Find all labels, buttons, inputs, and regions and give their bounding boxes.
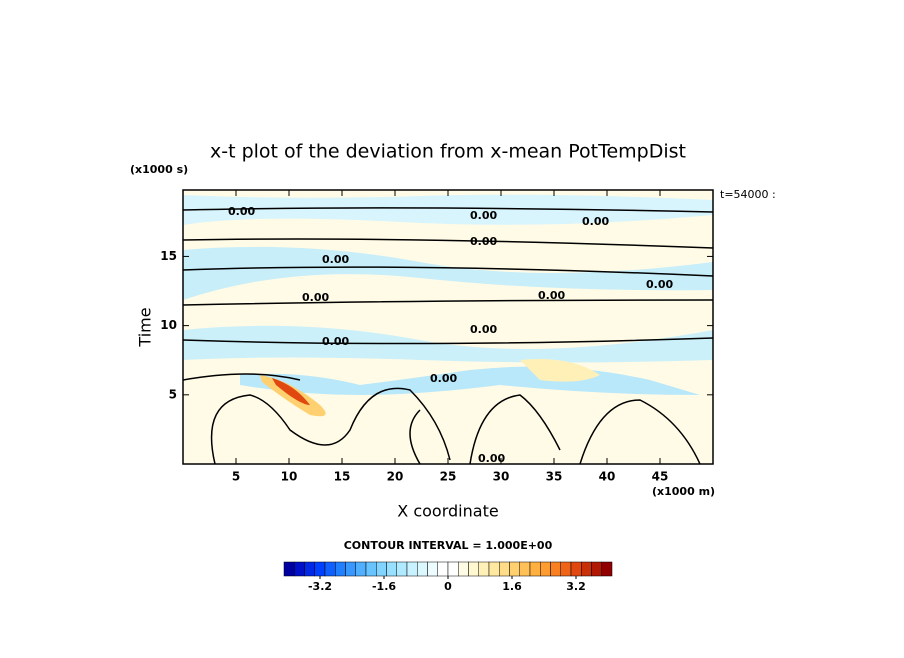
field-shade [272, 378, 310, 405]
x-tick-label: 15 [334, 470, 351, 484]
colorbar-swatch [570, 561, 582, 577]
x-tick-label: 45 [652, 470, 669, 484]
contour-label: 0.00 [582, 215, 609, 228]
colorbar-swatch [447, 561, 459, 577]
colorbar-swatch [335, 561, 346, 577]
colorbar-swatch [294, 561, 305, 577]
colorbar-tick-label: 3.2 [566, 580, 586, 593]
field-shade [520, 359, 600, 382]
colorbar-swatch [509, 561, 520, 577]
contour-label: 0.00 [470, 323, 497, 336]
time-stamp: t=54000 : [720, 188, 776, 201]
contour-label: 0.00 [322, 253, 349, 266]
colorbar-swatch [519, 561, 531, 577]
x-unit: (x1000 m) [652, 485, 715, 498]
colorbar-swatch [581, 561, 592, 577]
field-shade [183, 246, 713, 300]
contour-label: 0.00 [538, 289, 565, 302]
colorbar-swatch [386, 561, 397, 577]
colorbar-swatch [314, 561, 326, 577]
x-tick-label: 20 [387, 470, 404, 484]
colorbar-swatch [591, 561, 602, 577]
colorbar-swatch [437, 561, 449, 577]
colorbar-tick-label: -3.2 [308, 580, 332, 593]
contour-field [183, 190, 713, 464]
y-tick-label: 5 [169, 387, 177, 401]
colorbar-swatch [560, 561, 572, 577]
colorbar-swatch [550, 561, 561, 577]
y-label: Time [136, 307, 155, 347]
contour-label: 0.00 [228, 205, 255, 218]
x-tick-label: 30 [493, 470, 510, 484]
contour-label: 0.00 [430, 372, 457, 385]
contour-line [183, 207, 713, 464]
y-tick-label: 15 [160, 249, 177, 263]
contour-label: 0.00 [302, 291, 329, 304]
field-shade [183, 325, 713, 363]
colorbar-swatch [417, 561, 428, 577]
x-tick-label: 35 [546, 470, 563, 484]
contour-labels: 0.00 0.00 0.00 0.00 0.00 0.00 0.00 0.00 … [228, 205, 673, 465]
y-tick-label: 10 [160, 318, 177, 332]
x-label: X coordinate [397, 502, 498, 521]
colorbar-swatch [324, 561, 336, 577]
colorbar-swatch [601, 561, 613, 577]
contour-label: 0.00 [478, 452, 505, 465]
field-shade [183, 194, 713, 225]
colorbar-swatch [458, 561, 469, 577]
contour-label: 0.00 [470, 209, 497, 222]
x-tick-label: 40 [599, 470, 616, 484]
colorbar-swatch [406, 561, 418, 577]
colorbar-swatch [365, 561, 377, 577]
y-unit: (x1000 s) [130, 163, 188, 176]
colorbar-tick-label: -1.6 [372, 580, 396, 593]
contour-label: 0.00 [322, 335, 349, 348]
colorbar-swatch [499, 561, 510, 577]
colorbar-swatch [304, 561, 315, 577]
colorbar-swatch [355, 561, 367, 577]
contour-label: 0.00 [646, 278, 673, 291]
colorbar-tick-label: 0 [444, 580, 452, 593]
colorbar-swatch [396, 561, 408, 577]
colorbar-swatch [283, 561, 295, 577]
x-tick-label: 5 [232, 470, 240, 484]
chart-title: x-t plot of the deviation from x-mean Po… [210, 141, 686, 163]
colorbar-tick-label: 1.6 [502, 580, 522, 593]
colorbar-swatch [468, 561, 479, 577]
colorbar-swatch [376, 561, 387, 577]
colorbar-swatch [488, 561, 500, 577]
contour-label: 0.00 [470, 235, 497, 248]
x-tick-label: 25 [440, 470, 457, 484]
colorbar-swatch [540, 561, 551, 577]
x-tick-label: 10 [281, 470, 298, 484]
colorbar-swatch [529, 561, 541, 577]
colorbar-swatch [478, 561, 490, 577]
colorbar-swatch [427, 561, 438, 577]
contour-interval: CONTOUR INTERVAL = 1.000E+00 [344, 539, 553, 552]
colorbar-swatch [345, 561, 356, 577]
